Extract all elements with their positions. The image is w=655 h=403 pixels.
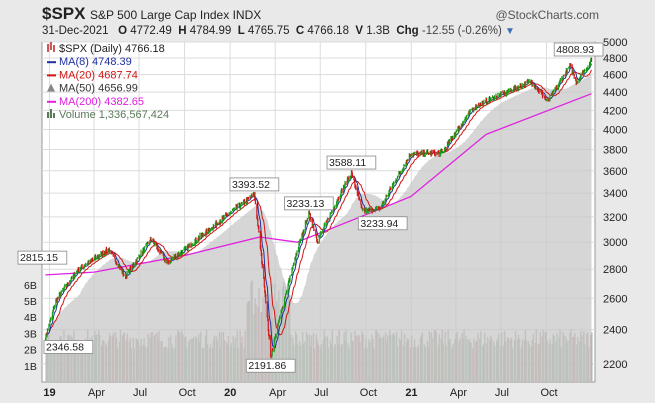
x-axis-tick: Oct <box>179 387 196 399</box>
close-label: C <box>295 25 305 37</box>
price-axis-tick: 3000 <box>603 237 627 249</box>
volume-value: 1.3B <box>366 25 390 37</box>
annotation-label: 3393.52 <box>232 179 270 191</box>
price-bars <box>44 57 593 359</box>
legend-entry-ma20: MA(20) 4687.74 <box>59 69 138 81</box>
annotations: 2815.15 2346.58 3393.52 2191.86 3233.13 3588.… <box>17 42 604 373</box>
close-value: 4766.18 <box>307 25 349 37</box>
annotation-label: 4808.93 <box>556 44 594 56</box>
open-value: 4772.49 <box>130 25 172 37</box>
volume-axis-tick: 2B <box>24 345 37 357</box>
annotation-box <box>245 358 296 373</box>
ma20-line-group <box>45 69 592 341</box>
price-axis-tick: 4200 <box>603 105 627 117</box>
quote-row: 31-Dec-2021 O 4772.49 H 4784.99 L 4765.7… <box>42 25 515 37</box>
annotation-box <box>553 42 604 57</box>
price-axis-tick: 5000 <box>603 37 627 49</box>
legend-entry-ma200: MA(200) 4382.65 <box>59 96 144 108</box>
price-axis-tick: 2800 <box>603 264 627 276</box>
index-full-name: S&P 500 Large Cap Index <box>90 8 230 22</box>
volume-axis-tick: 1B <box>24 361 37 373</box>
high-label: H <box>178 25 187 37</box>
high-value: 4784.99 <box>189 25 232 37</box>
annotation-box <box>357 216 408 231</box>
x-axis-tick: Oct <box>540 387 557 399</box>
legend-entry-price: $SPX (Daily) 4766.18 <box>59 43 165 55</box>
price-axis-tick: 4000 <box>603 124 627 136</box>
exchange-code: INDX <box>232 8 262 22</box>
price-axis-tick: 4400 <box>603 87 627 99</box>
annotation-box <box>43 340 94 354</box>
x-axis-tick: 21 <box>405 387 417 399</box>
annotation-label: 3233.94 <box>360 218 398 230</box>
price-axis-tick: 2600 <box>603 293 627 305</box>
low-label: L <box>237 25 245 37</box>
legend-entry-ma8: MA(8) 4748.39 <box>59 56 132 68</box>
annotation-box <box>229 177 280 192</box>
ticker-symbol: $SPX <box>42 4 86 23</box>
price-axis-tick: 3200 <box>603 212 627 224</box>
annotation-label: 3233.13 <box>286 198 324 210</box>
volume-axis-tick: 3B <box>24 328 37 340</box>
legend-swatch <box>47 83 55 92</box>
annotation-box <box>284 196 334 211</box>
legend-entry-volume: Volume 1,336,567,424 <box>59 109 169 121</box>
price-axis-tick: 3800 <box>603 145 627 157</box>
annotation-label: 2191.86 <box>248 360 286 372</box>
legend-entry-ma50: MA(50) 4656.99 <box>59 83 138 95</box>
volume-axis-tick: 4B <box>24 312 37 324</box>
ma50-area <box>45 73 592 382</box>
brand-label: @StockCharts.com <box>495 8 599 22</box>
chart-header: $SPX S&P 500 Large Cap Index INDX @Stock… <box>0 0 655 42</box>
ma50-area-fill <box>45 73 592 382</box>
x-axis-tick: 20 <box>224 387 236 399</box>
legend-swatch <box>47 42 55 52</box>
volume-axis-tick: 5B <box>24 296 37 308</box>
annotation-box <box>326 155 377 170</box>
x-axis-tick: Apr <box>269 387 286 399</box>
axes: 2200 2400 2600 2800 3000 3200 3400 3600 3800 4000… <box>24 37 627 399</box>
ma20-line <box>45 69 592 341</box>
change-value: -12.55 (-0.26%) <box>421 25 502 37</box>
x-axis-tick: 19 <box>43 387 55 399</box>
annotation-box <box>17 250 68 265</box>
volume-axis-tick: 6B <box>24 280 37 292</box>
price-axis-tick: 3400 <box>603 188 627 200</box>
x-axis-tick: Apr <box>88 387 105 399</box>
price-axis-tick: 3600 <box>603 166 627 178</box>
open-label: O <box>118 25 128 37</box>
ma200-line-group <box>45 93 592 276</box>
annotation-label: 2346.58 <box>46 341 84 353</box>
low-value: 4765.75 <box>247 25 290 37</box>
price-axis-tick: 4600 <box>603 70 627 82</box>
price-axis-tick: 2200 <box>603 359 627 371</box>
ma200-line <box>45 93 592 276</box>
x-axis-tick: Apr <box>450 387 467 399</box>
annotation-label: 3588.11 <box>329 157 366 169</box>
annotation-label: 2815.15 <box>20 252 58 264</box>
x-axis-tick: Jul <box>314 387 328 399</box>
price-axis-tick: 2400 <box>603 325 627 337</box>
dropdown-triangle-icon[interactable]: ▼ <box>504 26 515 37</box>
x-axis-tick: Oct <box>360 387 377 399</box>
index-name: S&P 500 Large Cap Index INDX <box>90 8 261 22</box>
volume-bar <box>591 332 593 382</box>
volume-label: V <box>355 25 364 37</box>
legend-swatch <box>47 109 55 118</box>
change-label: Chg <box>396 25 419 37</box>
price-axis-tick: 4800 <box>603 53 627 65</box>
quote-date: 31-Dec-2021 <box>42 25 109 37</box>
x-axis-tick: Jul <box>495 387 509 399</box>
x-axis-tick: Jul <box>133 387 147 399</box>
